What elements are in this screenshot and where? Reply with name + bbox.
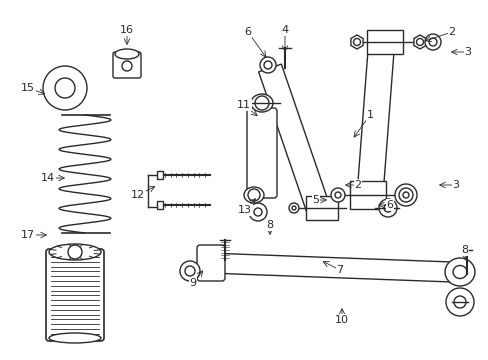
Text: 5: 5	[312, 195, 319, 205]
Ellipse shape	[244, 187, 264, 203]
Circle shape	[291, 206, 295, 210]
Circle shape	[402, 192, 408, 198]
Text: 11: 11	[237, 100, 250, 110]
Ellipse shape	[452, 266, 466, 279]
Circle shape	[180, 261, 200, 281]
Circle shape	[330, 188, 345, 202]
Circle shape	[383, 204, 391, 212]
Text: 7: 7	[336, 265, 343, 275]
Polygon shape	[413, 35, 425, 49]
FancyBboxPatch shape	[246, 108, 276, 198]
Circle shape	[68, 245, 82, 259]
Text: 3: 3	[451, 180, 459, 190]
Circle shape	[378, 199, 396, 217]
Circle shape	[248, 203, 266, 221]
Circle shape	[394, 184, 416, 206]
Text: 1: 1	[366, 110, 373, 120]
Text: 16: 16	[120, 25, 134, 35]
Circle shape	[43, 66, 87, 110]
FancyBboxPatch shape	[157, 201, 163, 209]
Circle shape	[184, 266, 195, 276]
Text: 10: 10	[334, 315, 348, 325]
Text: 14: 14	[41, 173, 55, 183]
Text: 12: 12	[131, 190, 145, 200]
FancyBboxPatch shape	[197, 245, 224, 281]
Ellipse shape	[115, 49, 139, 59]
Ellipse shape	[250, 94, 272, 112]
Text: 17: 17	[21, 230, 35, 240]
FancyBboxPatch shape	[349, 181, 385, 209]
FancyBboxPatch shape	[366, 30, 402, 54]
Text: 15: 15	[21, 83, 35, 93]
Circle shape	[264, 61, 271, 69]
Circle shape	[334, 192, 340, 198]
Ellipse shape	[49, 244, 101, 260]
Circle shape	[288, 203, 298, 213]
Circle shape	[353, 39, 360, 45]
Circle shape	[453, 296, 465, 308]
Circle shape	[428, 38, 436, 46]
Polygon shape	[350, 35, 362, 49]
Polygon shape	[258, 64, 329, 212]
FancyBboxPatch shape	[157, 171, 163, 179]
Circle shape	[398, 188, 412, 202]
Text: 2: 2	[354, 180, 361, 190]
Circle shape	[416, 39, 423, 45]
Text: 6: 6	[244, 27, 251, 37]
Circle shape	[247, 189, 260, 201]
Text: 9: 9	[189, 278, 196, 288]
Polygon shape	[356, 37, 394, 196]
Circle shape	[253, 208, 262, 216]
Polygon shape	[207, 253, 451, 282]
Circle shape	[399, 189, 411, 201]
Text: 8: 8	[461, 245, 468, 255]
Circle shape	[424, 34, 440, 50]
Text: 13: 13	[238, 205, 251, 215]
Circle shape	[254, 96, 268, 110]
Circle shape	[260, 57, 275, 73]
FancyBboxPatch shape	[113, 52, 141, 78]
FancyBboxPatch shape	[305, 196, 337, 220]
Text: 3: 3	[464, 47, 470, 57]
Circle shape	[55, 78, 75, 98]
Circle shape	[122, 61, 132, 71]
Text: 6: 6	[386, 200, 393, 210]
FancyBboxPatch shape	[46, 249, 104, 341]
Text: 4: 4	[281, 25, 288, 35]
Text: 2: 2	[447, 27, 455, 37]
Ellipse shape	[444, 258, 474, 286]
Ellipse shape	[49, 333, 101, 343]
Text: 8: 8	[266, 220, 273, 230]
Circle shape	[445, 288, 473, 316]
